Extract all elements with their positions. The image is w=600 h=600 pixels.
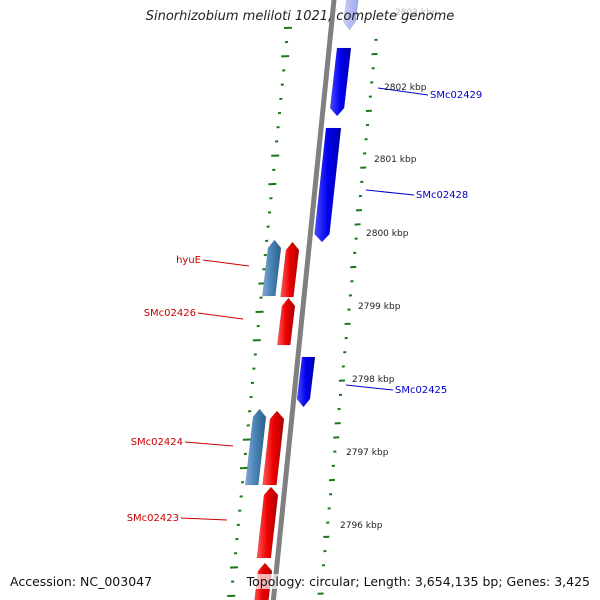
genome-backbone: [270, 0, 337, 600]
gc-content-inner-track: [227, 26, 293, 597]
gene-arrow-reverse: [262, 410, 285, 486]
gene-arrow-reverse-alt: [262, 239, 282, 297]
gene-arrow-forward: [329, 47, 352, 117]
scale-label: 2800 kbp: [366, 229, 409, 239]
map-title: Sinorhizobium meliloti 1021, complete ge…: [145, 9, 455, 24]
gene-arrow-reverse: [276, 297, 296, 346]
gene-arrow-forward: [296, 356, 316, 408]
leader-line: [180, 517, 228, 521]
topology-text: Topology: circular; Length: 3,654,135 bp…: [244, 574, 592, 589]
leader-line: [197, 312, 244, 320]
backbone-line: [270, 0, 337, 600]
label-leader-lines: [180, 87, 429, 521]
feature-labels: SMc02429 SMc02428 SMc02425 hyuE SMc02426 SMc0…: [127, 90, 483, 524]
gene-arrow-forward: [343, 0, 359, 31]
reverse-gene-label: hyuE: [176, 255, 201, 266]
reverse-gene-label: SMc02424: [131, 437, 183, 448]
leader-line: [365, 189, 415, 196]
reverse-gene-label: SMc02426: [144, 308, 196, 319]
scale-label: 2801 kbp: [374, 155, 417, 165]
leader-line: [377, 87, 429, 96]
forward-gene-label: SMc02428: [416, 190, 468, 201]
scale-labels: 2803 kbp 2802 kbp 2801 kbp 2800 kbp 2799 kbp…: [340, 8, 438, 531]
gene-arrow-forward: [314, 127, 342, 243]
forward-gene-label: SMc02429: [430, 90, 482, 101]
reverse-gene-label: SMc02423: [127, 513, 179, 524]
scale-label: 2797 kbp: [346, 448, 389, 458]
scale-label: 2798 kbp: [352, 375, 395, 385]
leader-line: [345, 384, 394, 391]
gc-skew-outer-track: [317, 38, 378, 595]
gene-arrow-reverse: [280, 241, 300, 298]
scale-label: 2803 kbp: [395, 8, 438, 18]
gene-features: [245, 0, 359, 600]
forward-gene-label: SMc02425: [395, 385, 447, 396]
scale-label: 2799 kbp: [358, 302, 401, 312]
scale-label: 2796 kbp: [340, 521, 383, 531]
leader-line: [202, 259, 250, 267]
accession-text: Accession: NC_003047: [8, 574, 155, 589]
gene-arrow-reverse-alt: [245, 408, 267, 486]
leader-line: [184, 441, 234, 447]
scale-label: 2802 kbp: [384, 83, 427, 93]
gene-arrow-reverse: [256, 486, 279, 559]
